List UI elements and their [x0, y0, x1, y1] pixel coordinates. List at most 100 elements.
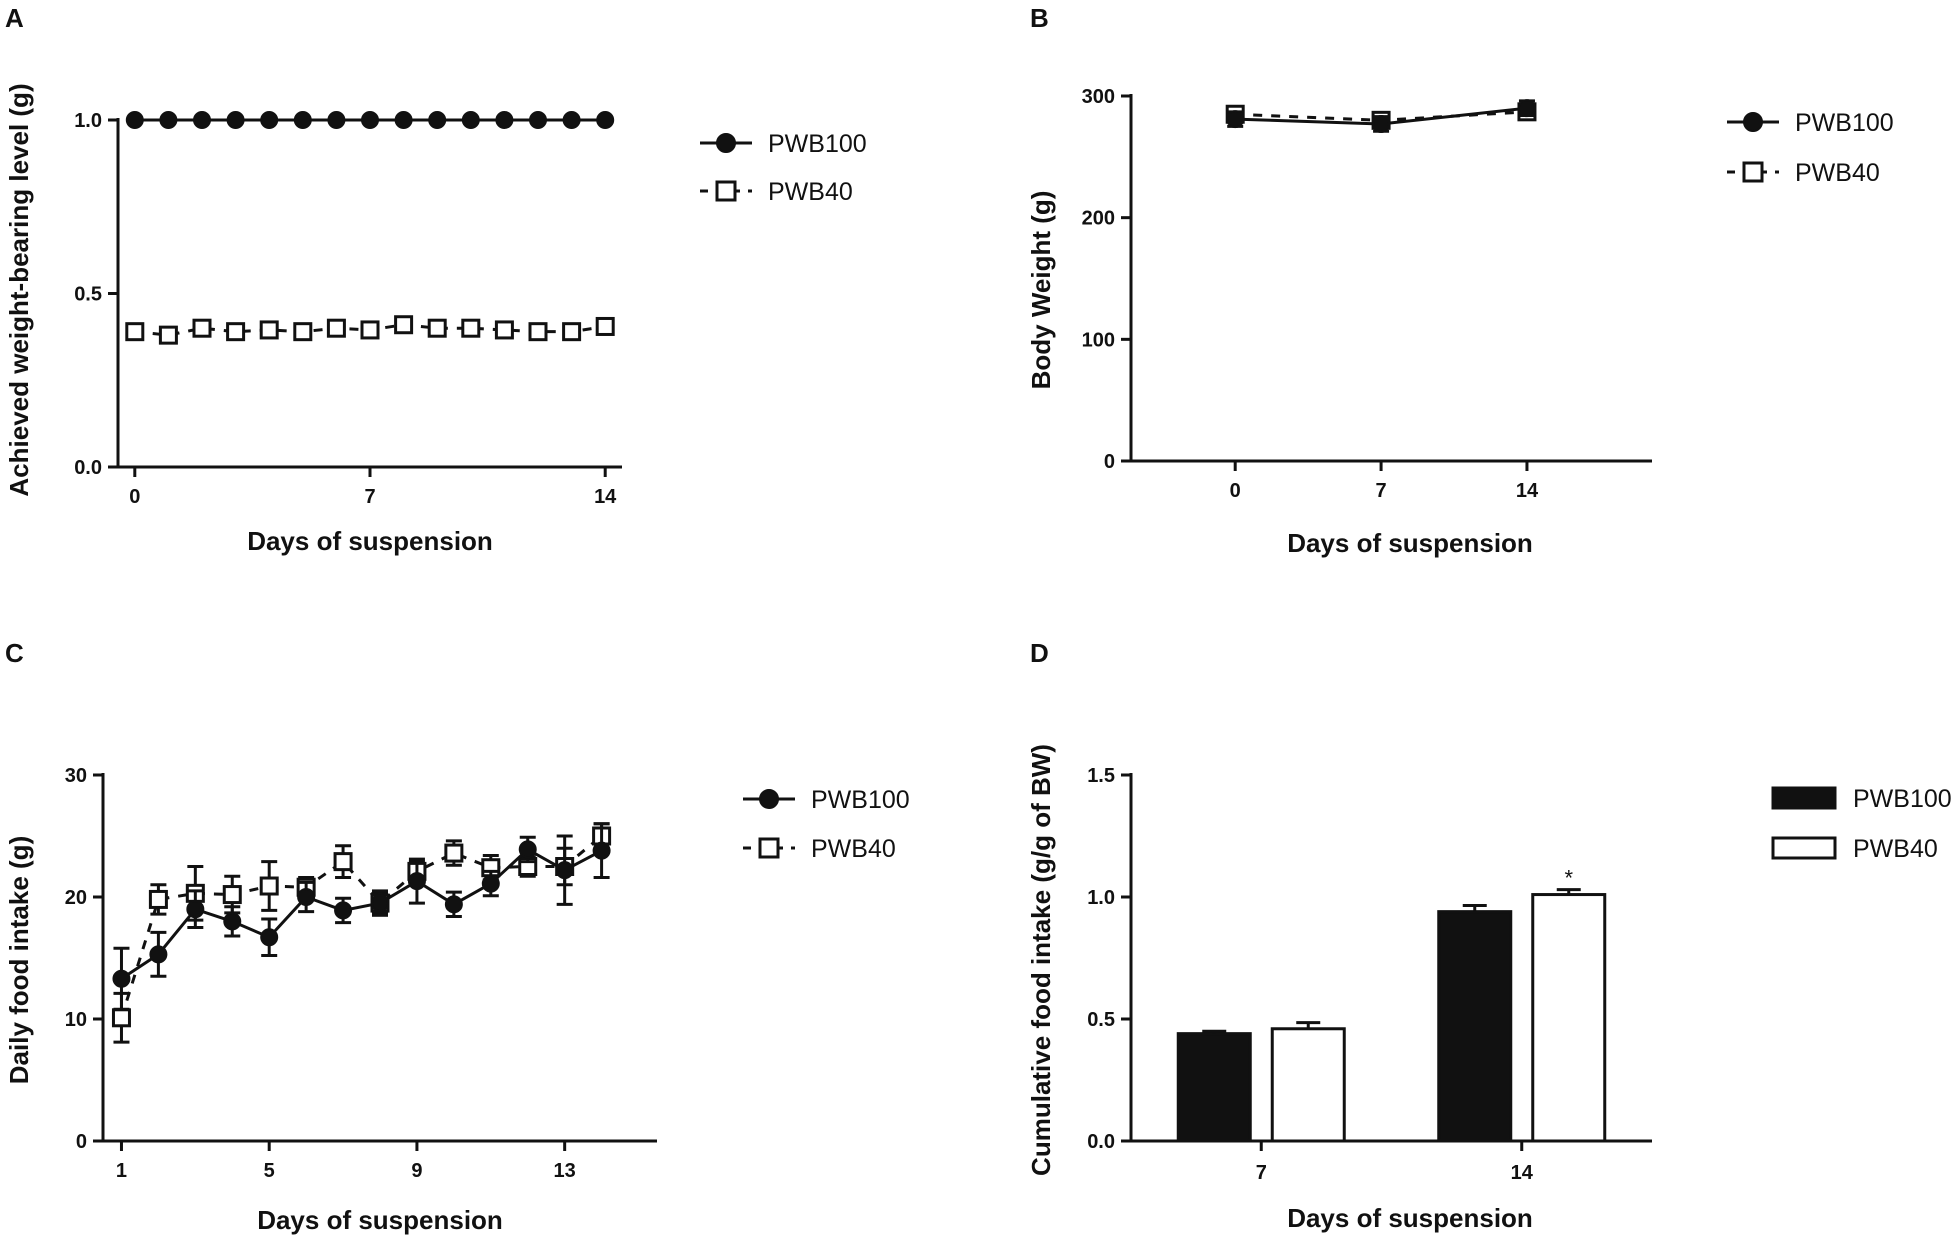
- legend-marker: [1742, 161, 1764, 183]
- data-point: [259, 876, 279, 896]
- y-axis-title: Achieved weight-bearing level (g): [4, 83, 34, 496]
- data-point: [226, 322, 246, 342]
- bar-pwb100-14: [1437, 910, 1513, 1143]
- data-point: [481, 874, 500, 893]
- data-point: [596, 111, 615, 129]
- data-point: [428, 111, 447, 129]
- legend-swatch: [1771, 786, 1837, 810]
- y-tick-label: 30: [65, 765, 87, 787]
- y-tick-label: 20: [65, 887, 87, 909]
- data-point: [461, 318, 481, 338]
- legend-marker: [759, 789, 779, 809]
- y-tick-label: 200: [1082, 208, 1115, 230]
- x-tick-label: 9: [411, 1160, 422, 1182]
- legend-item-pwb40: PWB40: [743, 835, 896, 863]
- legend-label: PWB100: [811, 786, 910, 814]
- data-point: [223, 912, 242, 931]
- data-point: [158, 325, 178, 345]
- data-point: [1226, 110, 1245, 129]
- y-tick-label: 0.0: [74, 457, 102, 479]
- panel-letter: D: [1030, 638, 1049, 668]
- legend-item-pwb100: PWB100: [1727, 109, 1894, 137]
- data-point: [148, 889, 168, 909]
- y-axis-title: Cumulative food intake (g/g of BW): [1026, 744, 1056, 1176]
- data-point: [149, 945, 168, 964]
- x-tick-label: 5: [264, 1160, 275, 1182]
- legend-item-pwb40: PWB40: [1771, 835, 1938, 863]
- panel-letter: B: [1030, 3, 1049, 33]
- data-point: [371, 894, 389, 913]
- y-tick-label: 1.5: [1087, 765, 1115, 787]
- x-tick-label: 14: [1516, 480, 1539, 502]
- legend-marker: [716, 133, 736, 153]
- legend-label: PWB40: [1853, 835, 1938, 863]
- series-pwb100: [1226, 99, 1536, 133]
- series-pwb40: [125, 315, 615, 345]
- x-tick-label: 1: [116, 1160, 127, 1182]
- data-point: [334, 901, 353, 920]
- data-point: [193, 111, 211, 129]
- data-point: [111, 1008, 131, 1028]
- data-point: [361, 111, 379, 129]
- legend-swatch: [1771, 836, 1837, 860]
- data-point: [333, 852, 353, 872]
- panel-b: B 0 100 200 300 0 7 14 Days of suspension Body We…: [1026, 3, 1894, 558]
- data-point: [444, 843, 464, 863]
- data-point: [226, 111, 245, 129]
- x-tick-label: 7: [364, 486, 375, 508]
- legend-label: PWB100: [1795, 109, 1894, 137]
- significance-marker: *: [1564, 866, 1573, 891]
- y-tick-label: 100: [1082, 329, 1115, 351]
- data-point: [186, 900, 205, 919]
- legend-label: PWB40: [811, 835, 896, 863]
- series-pwb100: [112, 822, 611, 1011]
- data-point: [1372, 114, 1391, 133]
- y-tick-label: 0: [76, 1131, 87, 1153]
- panel-letter: A: [5, 3, 24, 33]
- x-tick-label: 7: [1376, 480, 1387, 502]
- x-axis-title: Days of suspension: [1287, 1203, 1533, 1233]
- y-axis-title: Daily food intake (g): [4, 836, 34, 1084]
- panel-letter: C: [5, 638, 24, 668]
- panel-a: A 0.0 0.5 1.0 0 7 14 Days of suspension Achieved…: [4, 3, 867, 556]
- y-tick-label: 0.5: [74, 284, 102, 306]
- x-tick-label: 7: [1256, 1162, 1267, 1184]
- data-point: [562, 111, 581, 129]
- data-point: [125, 322, 145, 342]
- data-point: [555, 861, 574, 880]
- data-point: [444, 895, 463, 914]
- legend-label: PWB100: [1853, 785, 1952, 813]
- y-tick-label: 10: [65, 1009, 87, 1031]
- data-point: [222, 885, 242, 905]
- legend-label: PWB40: [1795, 159, 1880, 187]
- data-point: [461, 111, 480, 129]
- data-point: [595, 316, 615, 336]
- series-pwb40: [111, 822, 612, 1044]
- x-axis-title: Days of suspension: [247, 526, 493, 556]
- y-tick-label: 0.5: [1087, 1009, 1115, 1031]
- legend-label: PWB100: [768, 130, 867, 158]
- x-axis-title: Days of suspension: [1287, 528, 1533, 558]
- data-point: [407, 872, 426, 891]
- x-axis-title: Days of suspension: [257, 1205, 503, 1235]
- legend-marker: [758, 837, 780, 859]
- bar-pwb40-14: [1531, 893, 1607, 1143]
- data-point: [427, 318, 447, 338]
- data-point: [112, 969, 131, 988]
- data-point: [260, 111, 279, 129]
- data-point: [326, 318, 346, 338]
- data-point: [159, 111, 178, 129]
- data-point: [360, 320, 380, 340]
- y-tick-label: 300: [1082, 86, 1115, 108]
- data-point: [494, 320, 514, 340]
- y-tick-label: 1.0: [74, 110, 102, 132]
- data-point: [125, 111, 144, 129]
- y-axis-title: Body Weight (g): [1026, 191, 1056, 390]
- data-point: [528, 322, 548, 342]
- data-point: [1517, 99, 1536, 118]
- series-pwb100: [125, 111, 615, 129]
- bar-pwb40-7: [1270, 1027, 1346, 1143]
- data-point: [394, 111, 413, 129]
- data-point: [260, 928, 279, 947]
- legend-item-pwb40: PWB40: [700, 178, 853, 206]
